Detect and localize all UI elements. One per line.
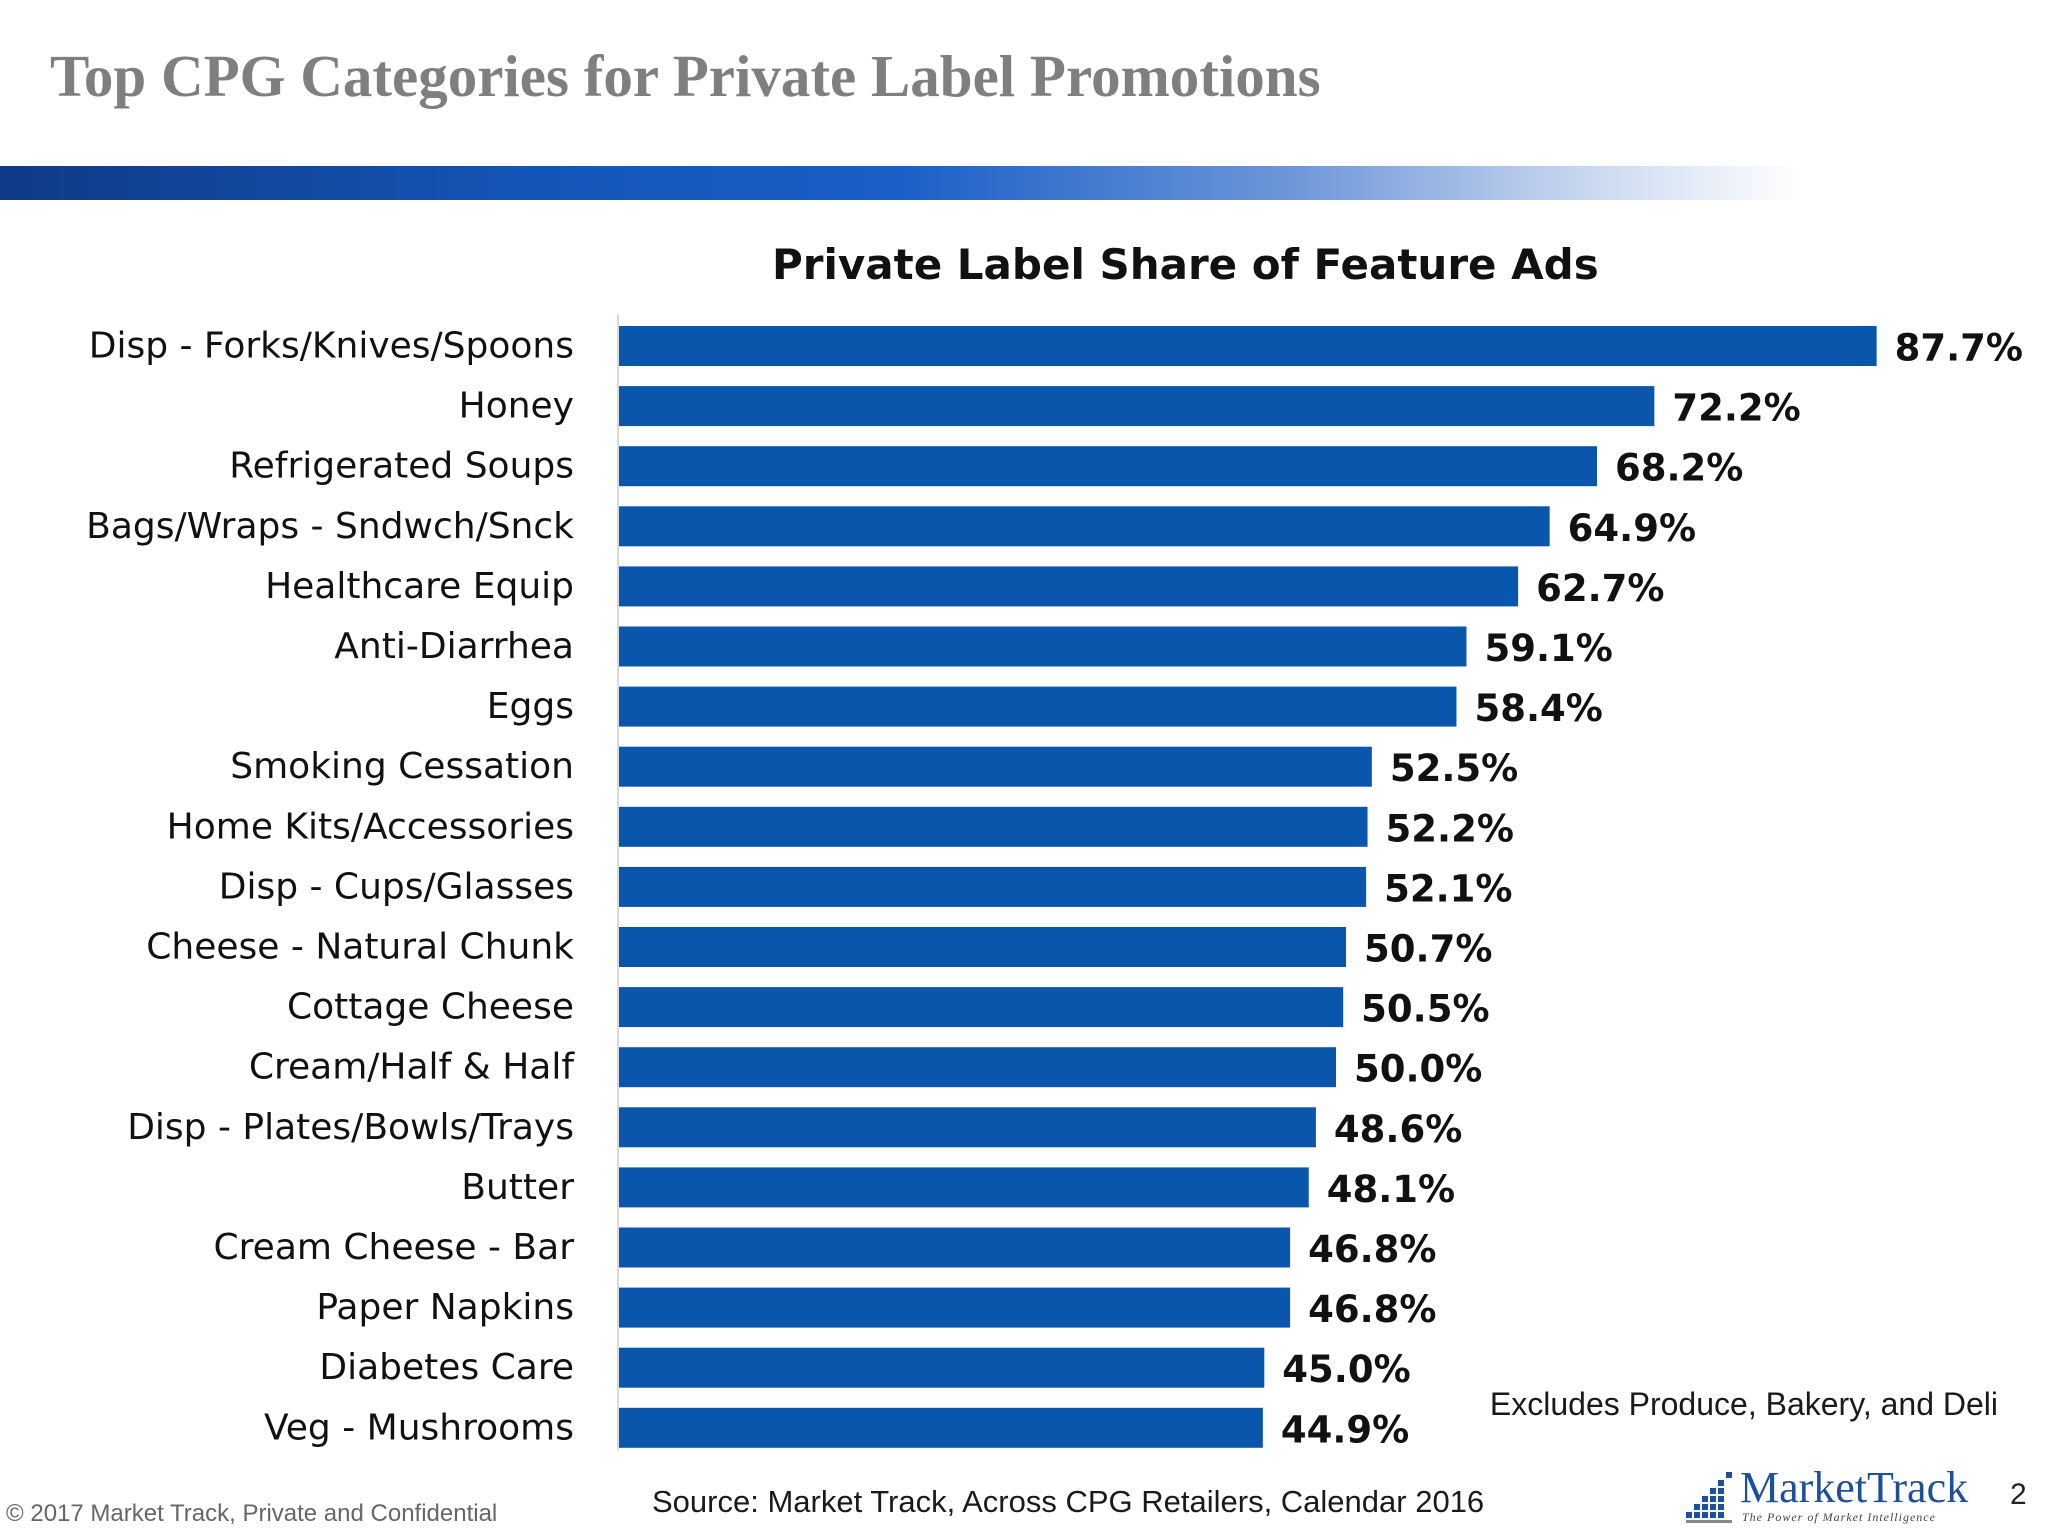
category-label: Cream/Half & Half [249,1047,575,1088]
category-label: Home Kits/Accessories [167,806,574,847]
logo-tagline: The Power of Market Intelligence [1742,1510,1936,1524]
data-label: 50.0% [1354,1048,1482,1091]
slide-title: Top CPG Categories for Private Label Pro… [50,43,1321,109]
bar-row: Home Kits/Accessories 52.2% [167,806,1514,850]
bar [619,1287,1291,1328]
data-label: 48.6% [1334,1108,1462,1151]
bar [619,506,1550,547]
bar-chart: Disp - Forks/Knives/Spoons 87.7% Honey 72.2… [86,314,2023,1451]
chart-title: Private Label Share of Feature Ads [772,240,1599,289]
bar-row: Eggs 58.4% [487,686,1603,730]
category-label: Cottage Cheese [287,987,574,1028]
data-label: 68.2% [1615,447,1743,490]
category-label: Disp - Forks/Knives/Spoons [89,326,574,367]
bar [619,686,1457,727]
data-label: 52.5% [1390,747,1518,790]
bar-row: Cream Cheese - Bar 46.8% [214,1227,1437,1271]
bar-row: Healthcare Equip 62.7% [265,566,1664,610]
data-label: 50.7% [1364,928,1492,971]
bar-row: Cottage Cheese 50.5% [287,987,1490,1031]
data-label: 52.2% [1386,807,1514,850]
category-label: Eggs [487,686,574,727]
category-label: Anti-Diarrhea [334,626,574,667]
bar [619,386,1655,427]
bar-row: Bags/Wraps - Sndwch/Snck 64.9% [86,506,1696,550]
bar [619,1167,1309,1208]
logo-bars-icon [1686,1472,1732,1523]
category-label: Smoking Cessation [230,746,574,787]
logo-wordmark: MarketTrack [1740,1463,1969,1512]
data-label: 62.7% [1536,567,1664,610]
category-label: Disp - Cups/Glasses [219,866,574,907]
bar-row: Smoking Cessation 52.5% [230,746,1518,790]
bar [619,326,1877,366]
category-label: Diabetes Care [319,1347,574,1388]
category-label: Healthcare Equip [265,566,574,607]
bar-row: Diabetes Care 45.0% [319,1347,1410,1391]
category-label: Butter [461,1167,574,1208]
bar-row: Cheese - Natural Chunk 50.7% [146,927,1492,971]
data-label: 46.8% [1308,1288,1436,1331]
bar [619,866,1367,907]
bar-row: Disp - Forks/Knives/Spoons 87.7% [89,326,2023,370]
page-number: 2 [2010,1478,2027,1511]
bar [619,1347,1265,1388]
data-label: 44.9% [1281,1408,1409,1451]
data-label: 45.0% [1282,1348,1410,1391]
bar [619,566,1519,607]
bar-row: Cream/Half & Half 50.0% [249,1047,1483,1091]
source-note: Source: Market Track, Across CPG Retaile… [652,1484,1485,1519]
bar-row: Disp - Plates/Bowls/Trays 48.6% [127,1107,1462,1151]
data-label: 52.1% [1384,867,1512,910]
data-label: 87.7% [1895,327,2023,370]
category-label: Cream Cheese - Bar [214,1227,575,1268]
bar [619,446,1597,487]
bar [619,927,1347,967]
category-label: Refrigerated Soups [229,446,574,487]
category-label: Bags/Wraps - Sndwch/Snck [86,506,574,547]
bar-row: Butter 48.1% [461,1167,1455,1211]
data-label: 59.1% [1484,627,1612,670]
data-label: 72.2% [1672,387,1800,430]
bar-row: Anti-Diarrhea 59.1% [334,626,1613,670]
bar-row: Veg - Mushrooms 44.9% [264,1407,1409,1451]
data-label: 50.5% [1361,988,1489,1031]
markettrack-logo: MarketTrack The Power of Market Intellig… [1684,1462,1968,1528]
data-label: 58.4% [1474,687,1602,730]
category-label: Honey [459,386,574,427]
bar-row: Honey 72.2% [459,386,1801,430]
title-gradient-band [0,166,1800,200]
bar [619,626,1467,667]
bar [619,1407,1263,1448]
bar [619,987,1344,1028]
bar [619,1047,1336,1088]
exclusion-note: Excludes Produce, Bakery, and Deli [1489,1386,1998,1422]
bar-row: Disp - Cups/Glasses 52.1% [219,866,1513,910]
bar [619,746,1372,787]
data-label: 48.1% [1327,1168,1455,1211]
data-label: 64.9% [1568,507,1696,550]
category-label: Veg - Mushrooms [264,1407,574,1448]
data-label: 46.8% [1308,1228,1436,1271]
copyright-text: © 2017 Market Track, Private and Confide… [6,1500,498,1527]
bar [619,1107,1316,1148]
bar [619,1227,1291,1268]
bar-row: Refrigerated Soups 68.2% [229,446,1743,490]
bar-row: Paper Napkins 46.8% [316,1287,1436,1331]
category-label: Cheese - Natural Chunk [146,927,574,968]
category-label: Disp - Plates/Bowls/Trays [127,1107,574,1148]
bar [619,806,1368,847]
category-label: Paper Napkins [316,1287,574,1328]
